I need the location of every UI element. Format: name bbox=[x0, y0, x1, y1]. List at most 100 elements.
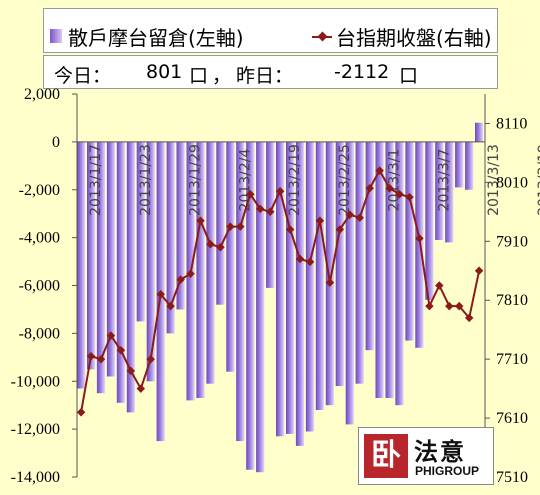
bar bbox=[226, 141, 235, 372]
line-point bbox=[365, 184, 374, 193]
bar-legend-swatch bbox=[50, 29, 62, 43]
date-label: 2013/1/29 bbox=[188, 144, 204, 216]
line-point bbox=[445, 301, 454, 311]
line-point bbox=[255, 204, 265, 214]
left-tick-label: 2,000 bbox=[24, 86, 60, 103]
bar bbox=[435, 141, 444, 240]
left-tick-label: -14,000 bbox=[11, 469, 60, 486]
legend: 散戶摩台留倉(左軸) 台指期收盤(右軸) bbox=[43, 8, 498, 53]
bar bbox=[276, 141, 285, 437]
line-point bbox=[375, 166, 384, 175]
bar bbox=[286, 141, 295, 434]
bar bbox=[365, 141, 374, 351]
line-point bbox=[325, 278, 335, 287]
line-point bbox=[196, 216, 205, 225]
today-unit: 口 bbox=[189, 65, 209, 87]
yesterday-unit: 口 bbox=[399, 65, 419, 87]
line-point bbox=[464, 313, 474, 323]
bar-legend-label: 散戶摩台留倉(左軸) bbox=[68, 26, 244, 50]
right-tick-label: 7710 bbox=[496, 351, 528, 368]
left-tick-label: -10,000 bbox=[11, 373, 60, 390]
bar bbox=[475, 122, 484, 142]
yesterday-value: -2112 bbox=[334, 61, 390, 83]
position-summary: 今日： 801 口 ， 昨日： -2112 口 bbox=[43, 55, 498, 89]
line-point bbox=[156, 290, 165, 299]
line-point bbox=[136, 384, 146, 393]
bar bbox=[246, 141, 255, 470]
left-tick-label: -6,000 bbox=[19, 278, 60, 295]
bar bbox=[315, 141, 324, 410]
line-point bbox=[405, 192, 414, 202]
date-label: 2013/2/25 bbox=[337, 144, 353, 216]
line-point bbox=[435, 281, 444, 290]
line-point bbox=[96, 354, 106, 364]
line-point bbox=[236, 222, 245, 231]
bar bbox=[196, 141, 205, 398]
right-tick-label: 7510 bbox=[496, 469, 528, 486]
bar bbox=[256, 141, 265, 473]
bar bbox=[375, 141, 384, 398]
line-point bbox=[295, 254, 305, 264]
bar bbox=[96, 141, 106, 394]
right-tick-label: 8110 bbox=[496, 115, 527, 132]
bar bbox=[385, 141, 394, 398]
bar bbox=[355, 141, 364, 384]
line-point bbox=[265, 207, 275, 217]
right-tick-label: 7610 bbox=[496, 410, 528, 427]
bar bbox=[116, 141, 125, 403]
line-point bbox=[425, 301, 434, 311]
line-point bbox=[106, 331, 116, 340]
left-tick-label: -2,000 bbox=[19, 182, 60, 199]
line-point bbox=[116, 346, 126, 355]
logo-en-text: PHIGROUP bbox=[415, 464, 480, 478]
line-point bbox=[126, 366, 136, 376]
bar bbox=[305, 141, 315, 432]
bar bbox=[206, 141, 215, 384]
bar bbox=[166, 141, 175, 334]
line-point bbox=[246, 189, 255, 199]
bar bbox=[395, 141, 404, 406]
right-tick-label: 8010 bbox=[496, 174, 528, 191]
line-point bbox=[275, 186, 285, 196]
line-point bbox=[474, 266, 484, 276]
right-tick-label: 7810 bbox=[496, 292, 528, 309]
line-point bbox=[186, 269, 195, 278]
summary-separator: ， bbox=[212, 65, 232, 87]
right-tick-label: 7910 bbox=[496, 233, 528, 250]
logo-cn-text: 法意 bbox=[414, 438, 466, 466]
bar bbox=[455, 141, 464, 188]
line-point bbox=[216, 242, 225, 252]
phigroup-logo: 卧 法意 PHIGROUP bbox=[358, 427, 494, 485]
today-value: 801 bbox=[146, 61, 183, 83]
bar bbox=[126, 141, 135, 413]
date-label: 2013/1/17 bbox=[88, 144, 104, 216]
line-point bbox=[285, 225, 295, 234]
date-label: 2013/2/19 bbox=[287, 144, 303, 216]
bar bbox=[445, 141, 454, 243]
bar bbox=[295, 141, 305, 446]
date-label: 2013/3/1 bbox=[387, 149, 403, 212]
line-point bbox=[226, 222, 235, 231]
left-tick-label: -8,000 bbox=[19, 325, 60, 342]
bar bbox=[345, 141, 354, 425]
left-tick-label: 0 bbox=[52, 134, 60, 151]
bar bbox=[106, 141, 116, 377]
bar bbox=[325, 141, 334, 406]
bar bbox=[335, 141, 344, 387]
logo-mark-icon: 卧 bbox=[364, 434, 408, 478]
bar bbox=[87, 141, 96, 370]
line-point bbox=[454, 301, 464, 311]
bar bbox=[176, 141, 185, 310]
line-point bbox=[345, 210, 355, 220]
line-point bbox=[335, 225, 345, 234]
line-point bbox=[146, 354, 155, 364]
date-label: 2013/1/23 bbox=[138, 144, 154, 216]
bar bbox=[405, 141, 414, 341]
line-point bbox=[385, 184, 394, 193]
date-label: 2013/3/13 bbox=[486, 144, 502, 216]
line-point bbox=[76, 407, 86, 417]
today-label: 今日： bbox=[54, 65, 112, 87]
yesterday-label: 昨日： bbox=[236, 65, 294, 87]
